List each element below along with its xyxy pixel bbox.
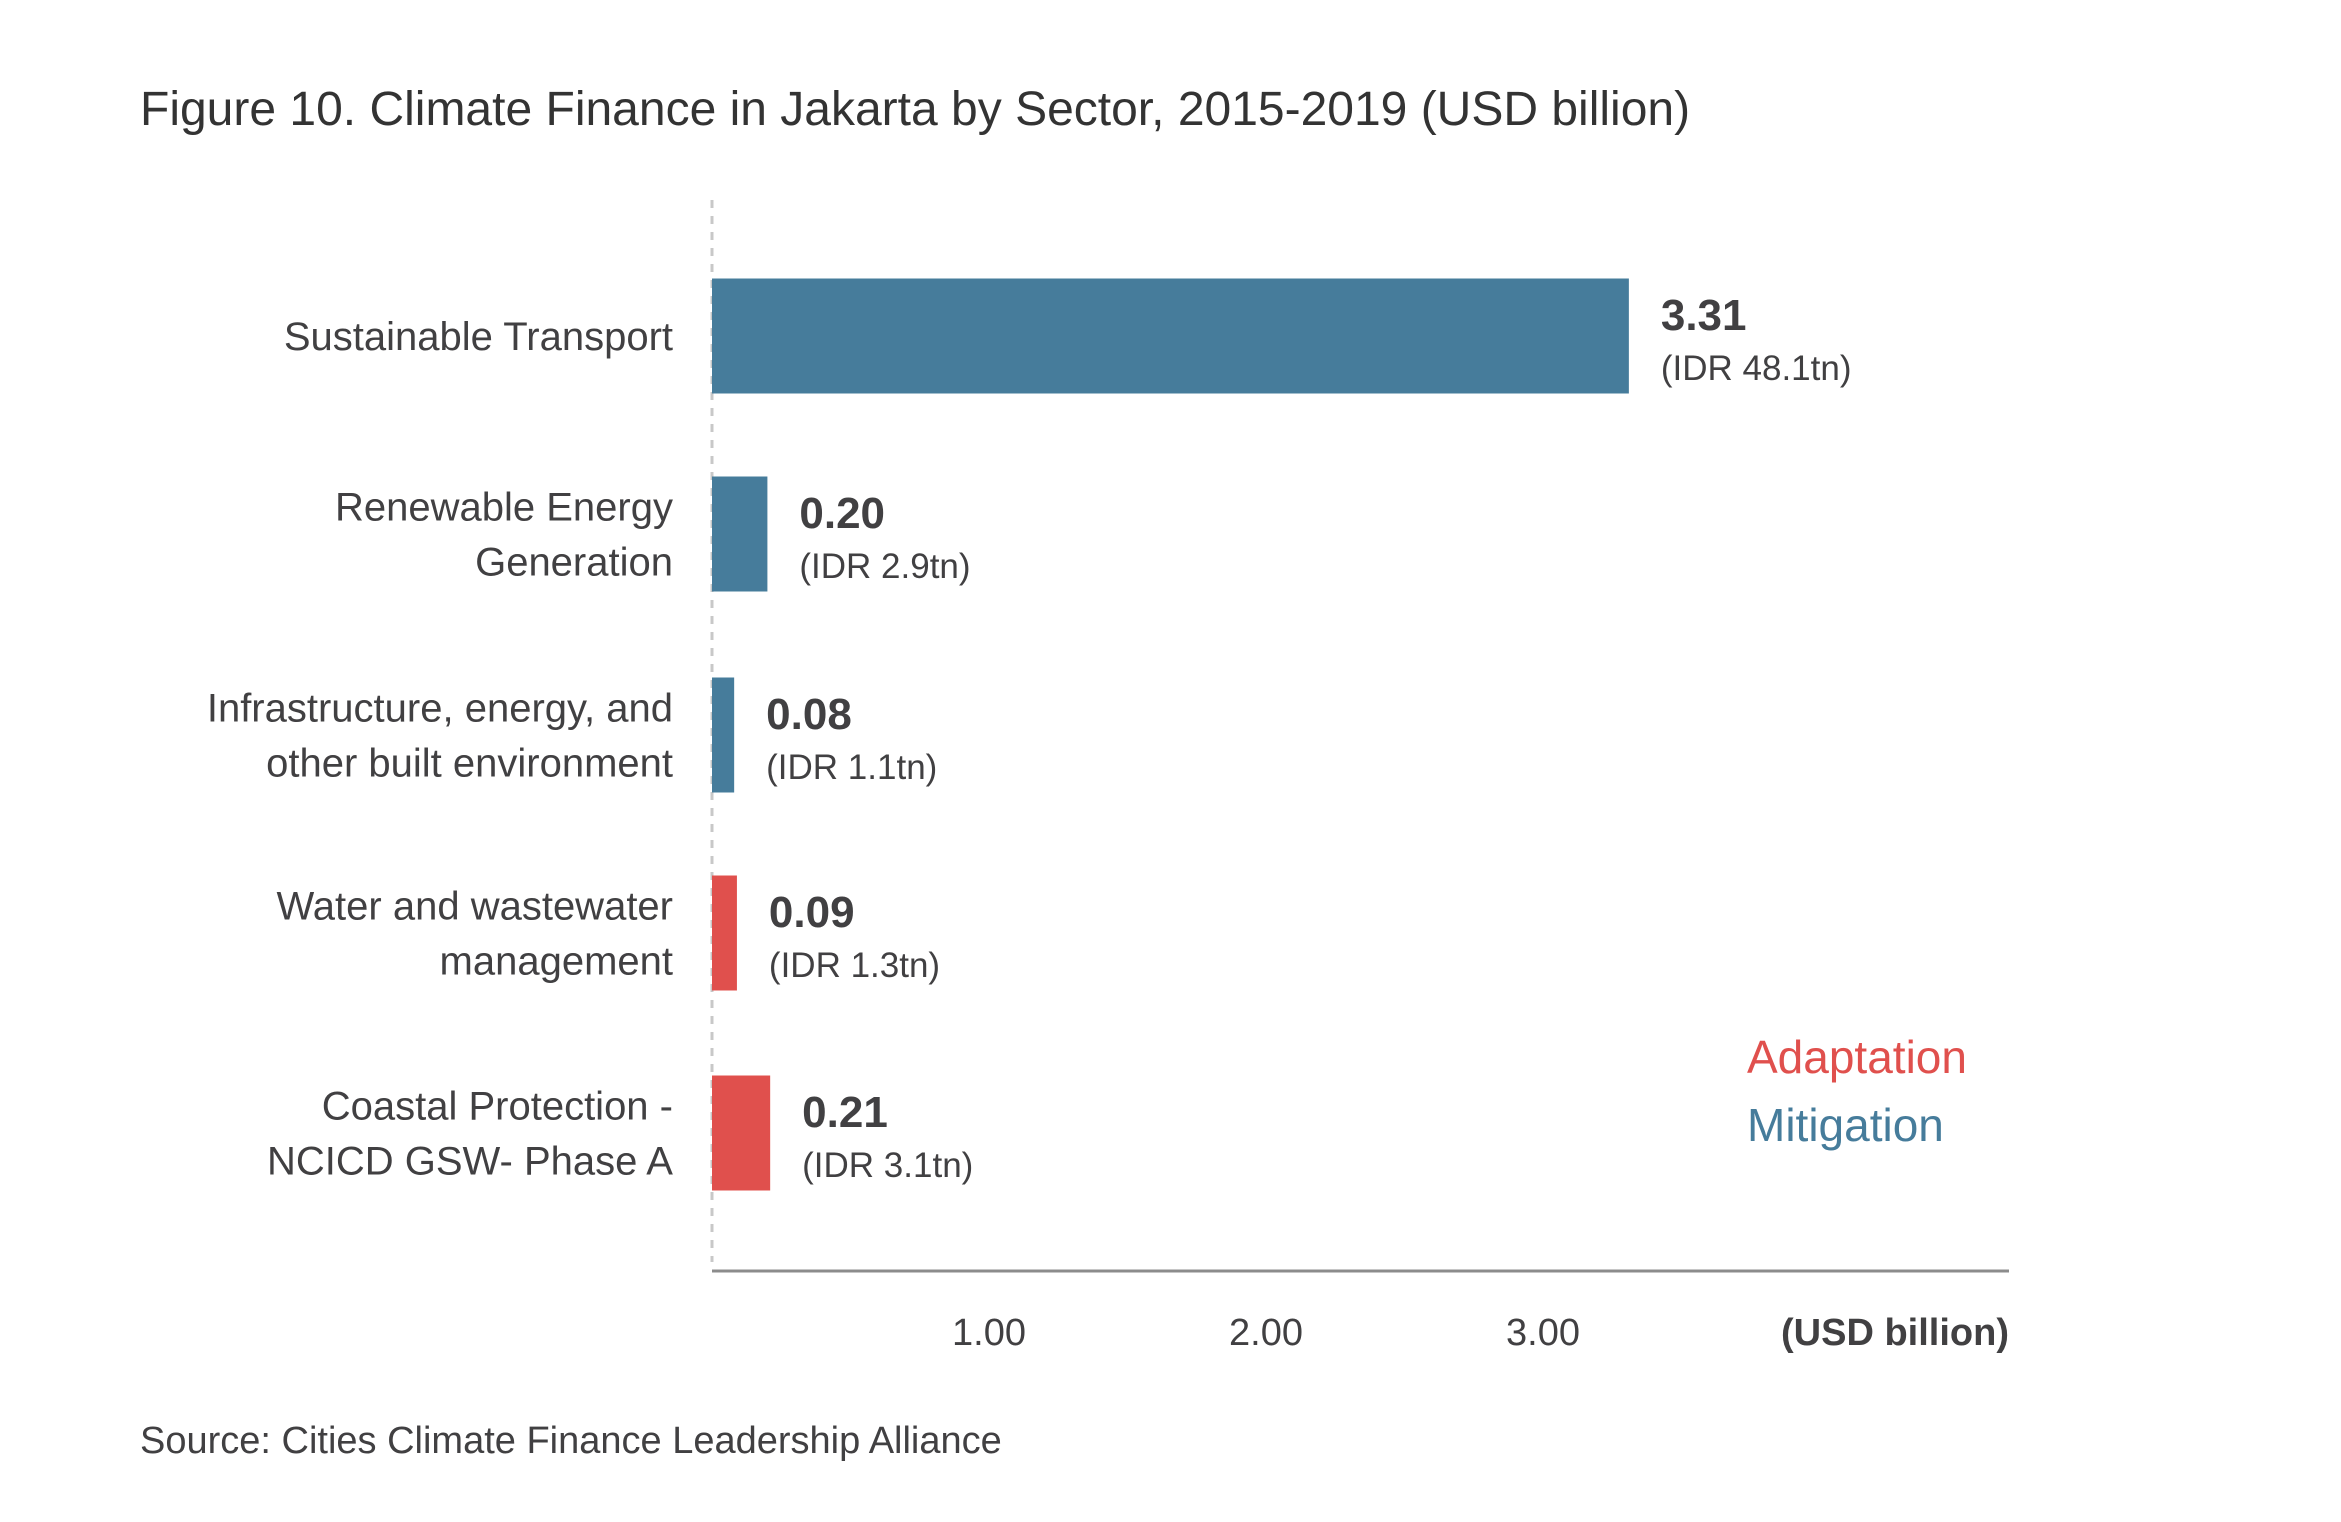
x-tick-label-2: 2.00 — [1229, 1312, 1303, 1354]
category-label-4-line-1: Water and wastewater — [277, 885, 673, 929]
x-tick-label-3: 3.00 — [1506, 1312, 1580, 1354]
idr-label-1: (IDR 48.1tn) — [1661, 349, 1852, 388]
legend-entry-mitigation: Mitigation — [1747, 1099, 1944, 1151]
bar-1 — [712, 278, 1629, 394]
category-labels: Sustainable Transport Renewable Energy Gen… — [207, 315, 673, 1184]
value-label-2: 0.20 — [799, 489, 885, 538]
category-label-5-line-1: Coastal Protection - — [322, 1085, 673, 1129]
idr-label-5: (IDR 3.1tn) — [802, 1146, 973, 1185]
value-label-4: 0.09 — [769, 888, 855, 937]
idr-label-3: (IDR 1.1tn) — [766, 748, 937, 787]
x-tick-labels: 1.00 2.00 3.00 — [952, 1312, 1580, 1354]
x-axis-label: (USD billion) — [1781, 1312, 2009, 1354]
bar-4 — [712, 875, 737, 991]
category-label-3-line-1: Infrastructure, energy, and — [207, 687, 673, 731]
bar-2 — [712, 476, 768, 592]
idr-label-4: (IDR 1.3tn) — [769, 946, 940, 985]
x-tick-label-1: 1.00 — [952, 1312, 1026, 1354]
value-label-5: 0.21 — [802, 1088, 888, 1137]
bars-layer — [712, 278, 1629, 1191]
source-note: Source: Cities Climate Finance Leadershi… — [140, 1420, 1002, 1462]
chart-title: Figure 10. Climate Finance in Jakarta by… — [140, 83, 1690, 136]
value-label-1: 3.31 — [1661, 291, 1747, 340]
bar-5 — [712, 1075, 771, 1191]
value-labels: 3.31 (IDR 48.1tn) 0.20 (IDR 2.9tn) 0.08 (IDR … — [766, 291, 1851, 1185]
legend: Adaptation Mitigation — [1747, 1031, 1967, 1151]
category-label-4-line-2: management — [440, 940, 673, 984]
category-label-1-line-1: Sustainable Transport — [284, 315, 673, 359]
value-label-3: 0.08 — [766, 690, 852, 739]
category-label-2-line-1: Renewable Energy — [335, 486, 673, 530]
legend-entry-adaptation: Adaptation — [1747, 1031, 1967, 1083]
category-label-2-line-2: Generation — [475, 541, 673, 585]
category-label-5-line-2: NCICD GSW- Phase A — [267, 1140, 673, 1184]
idr-label-2: (IDR 2.9tn) — [799, 547, 970, 586]
category-label-3-line-2: other built environment — [266, 742, 673, 786]
bar-3 — [712, 677, 735, 793]
